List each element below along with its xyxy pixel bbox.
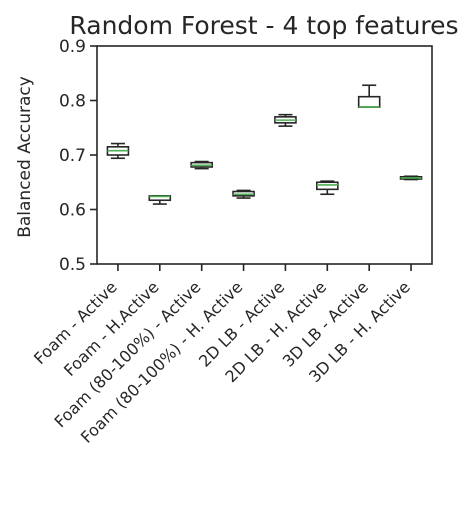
box-iqr bbox=[357, 95, 381, 108]
box-iqr bbox=[316, 181, 339, 191]
y-tick-label: 0.9 bbox=[59, 37, 86, 57]
plot-frame bbox=[96, 45, 433, 265]
y-tick-label: 0.7 bbox=[59, 146, 86, 166]
y-tick-label: 0.6 bbox=[59, 201, 86, 221]
y-tick-label: 0.8 bbox=[59, 92, 86, 112]
y-axis-label: Balanced Accuracy bbox=[15, 76, 35, 238]
y-tick-label: 0.5 bbox=[59, 255, 86, 275]
chart-title: Random Forest - 4 top features bbox=[69, 11, 458, 40]
